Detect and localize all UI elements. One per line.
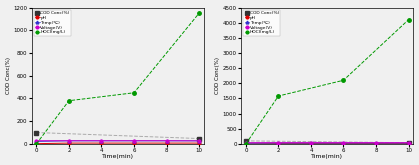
X-axis label: Time(min): Time(min) xyxy=(311,154,343,159)
Y-axis label: COD Conc(%): COD Conc(%) xyxy=(215,57,220,94)
Legend: COD Conc(%), pH, Temp(℃), Voltage(V), HOCl(mg/L): COD Conc(%), pH, Temp(℃), Voltage(V), HO… xyxy=(243,10,280,36)
X-axis label: Time(min): Time(min) xyxy=(102,154,134,159)
Y-axis label: COD Conc(%): COD Conc(%) xyxy=(5,57,10,94)
Legend: COD Conc(%), pH, Temp(℃), Voltage(V), HOCl(mg/L): COD Conc(%), pH, Temp(℃), Voltage(V), HO… xyxy=(34,10,71,36)
